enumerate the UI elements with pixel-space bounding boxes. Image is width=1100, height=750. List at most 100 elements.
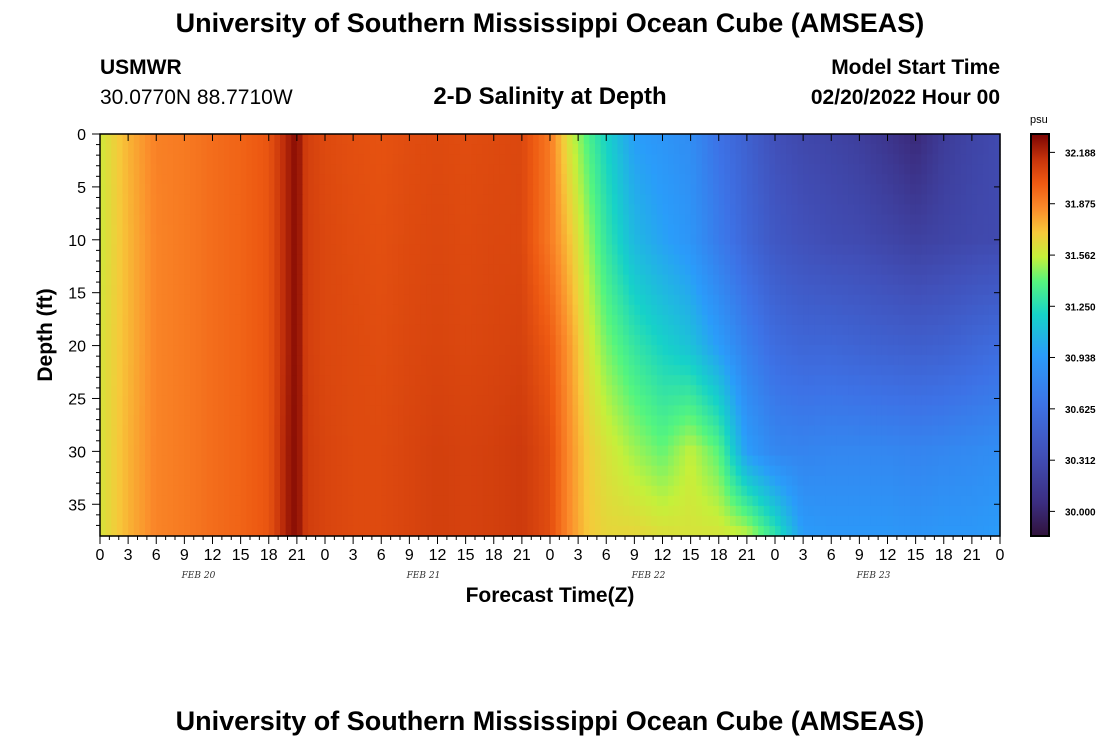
heatmap-cell	[803, 174, 810, 185]
heatmap-cell	[791, 174, 799, 185]
heatmap-cell	[167, 395, 174, 406]
heatmap-cell	[251, 234, 259, 246]
heatmap-cell	[437, 254, 444, 266]
heatmap-cell	[600, 324, 607, 336]
heatmap-cell	[268, 294, 275, 306]
heatmap-cell	[797, 254, 804, 266]
heatmap-cell	[341, 204, 349, 215]
heatmap-cell	[235, 345, 242, 356]
heatmap-cell	[797, 264, 804, 276]
heatmap-cell	[685, 214, 692, 226]
heatmap-cell	[116, 304, 124, 316]
heatmap-cell	[887, 154, 894, 165]
heatmap-cell	[994, 174, 1001, 185]
heatmap-cell	[150, 385, 157, 396]
heatmap-cell	[212, 204, 219, 215]
heatmap-cell	[634, 184, 641, 195]
heatmap-cell	[611, 405, 619, 416]
heatmap-cell	[223, 184, 230, 195]
heatmap-cell	[398, 234, 405, 246]
heatmap-cell	[836, 274, 844, 286]
heatmap-cell	[510, 244, 517, 256]
heatmap-cell	[409, 395, 416, 406]
heatmap-cell	[752, 335, 759, 346]
heatmap-cell	[921, 274, 928, 286]
heatmap-cell	[161, 314, 169, 326]
heatmap-cell	[881, 164, 889, 175]
heatmap-cell	[145, 144, 152, 155]
heatmap-cell	[735, 154, 742, 165]
heatmap-cell	[926, 174, 934, 185]
heatmap-cell	[763, 395, 770, 406]
heatmap-cell	[966, 144, 973, 155]
heatmap-cell	[358, 154, 365, 165]
heatmap-cell	[100, 154, 107, 165]
heatmap-cell	[898, 425, 905, 437]
heatmap-cell	[763, 154, 770, 165]
heatmap-cell	[296, 234, 304, 246]
heatmap-cell	[865, 314, 872, 326]
heatmap-cell	[381, 314, 388, 326]
heatmap-cell	[673, 345, 680, 356]
heatmap-cell	[116, 134, 124, 145]
heatmap-cell	[836, 184, 844, 195]
heatmap-cell	[251, 174, 259, 185]
heatmap-cell	[493, 224, 500, 236]
heatmap-cell	[190, 395, 197, 406]
heatmap-cell	[994, 345, 1001, 356]
heatmap-cell	[701, 415, 709, 427]
heatmap-cell	[426, 264, 433, 276]
heatmap-cell	[437, 224, 444, 236]
heatmap-cell	[370, 234, 377, 246]
heatmap-cell	[111, 355, 118, 366]
heatmap-cell	[898, 254, 905, 266]
heatmap-cell	[111, 425, 118, 437]
heatmap-cell	[156, 244, 163, 256]
heatmap-cell	[820, 234, 827, 246]
heatmap-cell	[105, 254, 112, 266]
heatmap-cell	[471, 234, 478, 246]
heatmap-cell	[392, 415, 399, 427]
heatmap-cell	[133, 335, 140, 346]
heatmap-cell	[623, 345, 630, 356]
heatmap-cell	[156, 345, 163, 356]
heatmap-cell	[538, 405, 545, 416]
heatmap-cell	[122, 204, 129, 215]
heatmap-cell	[971, 355, 979, 366]
heatmap-cell	[971, 244, 979, 256]
heatmap-cell	[606, 435, 613, 447]
heatmap-cell	[296, 435, 304, 447]
heatmap-cell	[645, 214, 652, 226]
heatmap-cell	[566, 214, 574, 226]
heatmap-cell	[516, 224, 523, 236]
heatmap-cell	[206, 224, 214, 236]
heatmap-cell	[111, 415, 118, 427]
heatmap-cell	[336, 365, 343, 376]
heatmap-cell	[949, 335, 956, 346]
heatmap-cell	[482, 355, 489, 366]
heatmap-cell	[887, 214, 894, 226]
heatmap-cell	[977, 194, 984, 205]
heatmap-cell	[865, 194, 872, 205]
heatmap-cell	[808, 385, 815, 396]
heatmap-cell	[640, 234, 647, 246]
heatmap-cell	[994, 224, 1001, 236]
heatmap-cell	[364, 345, 371, 356]
heatmap-cell	[910, 274, 917, 286]
heatmap-cell	[353, 274, 360, 286]
heatmap-cell	[476, 294, 484, 306]
heatmap-cell	[848, 294, 855, 306]
heatmap-cell	[285, 234, 292, 246]
heatmap-cell	[696, 194, 703, 205]
heatmap-cell	[735, 194, 742, 205]
heatmap-cell	[341, 224, 349, 236]
heatmap-cell	[791, 294, 799, 306]
heatmap-cell	[319, 204, 326, 215]
heatmap-cell	[820, 284, 827, 296]
heatmap-cell	[488, 345, 495, 356]
heatmap-cell	[139, 355, 146, 366]
heatmap-cell	[566, 345, 574, 356]
heatmap-cell	[758, 375, 765, 386]
heatmap-cell	[336, 335, 343, 346]
heatmap-cell	[775, 435, 782, 447]
